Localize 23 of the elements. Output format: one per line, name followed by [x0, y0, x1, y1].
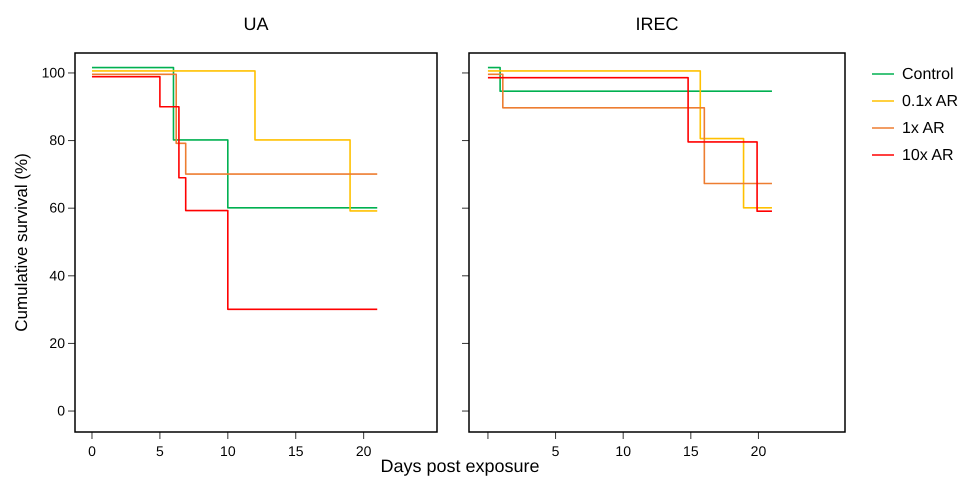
- x-tick-label: 5: [552, 443, 560, 459]
- x-tick-label: 15: [683, 443, 699, 459]
- x-axis-title: Days post exposure: [380, 456, 540, 476]
- y-tick-label: 0: [57, 402, 66, 419]
- x-tick-label: 20: [356, 443, 372, 459]
- legend-label: 1x AR: [902, 120, 945, 137]
- x-tick-label: 10: [615, 443, 632, 459]
- x-tick-label: 20: [750, 443, 766, 459]
- y-tick-label: 100: [42, 64, 66, 80]
- legend-label: 0.1x AR: [902, 93, 958, 110]
- x-tick-label: 5: [156, 443, 164, 459]
- y-tick-label: 20: [49, 334, 66, 351]
- y-tick-label: 60: [49, 200, 66, 216]
- legend-label: 10x AR: [902, 147, 954, 164]
- y-tick-label: 80: [49, 132, 66, 148]
- x-tick-label: 10: [220, 443, 236, 459]
- x-tick-label: 15: [288, 443, 304, 459]
- y-axis-title: Cumulative survival (%): [12, 153, 31, 332]
- y-tick-label: 40: [49, 267, 66, 284]
- chart-title: IREC: [635, 14, 679, 34]
- chart-title: UA: [243, 14, 269, 34]
- x-tick-label: 0: [88, 443, 96, 459]
- legend-label: Control: [902, 66, 954, 83]
